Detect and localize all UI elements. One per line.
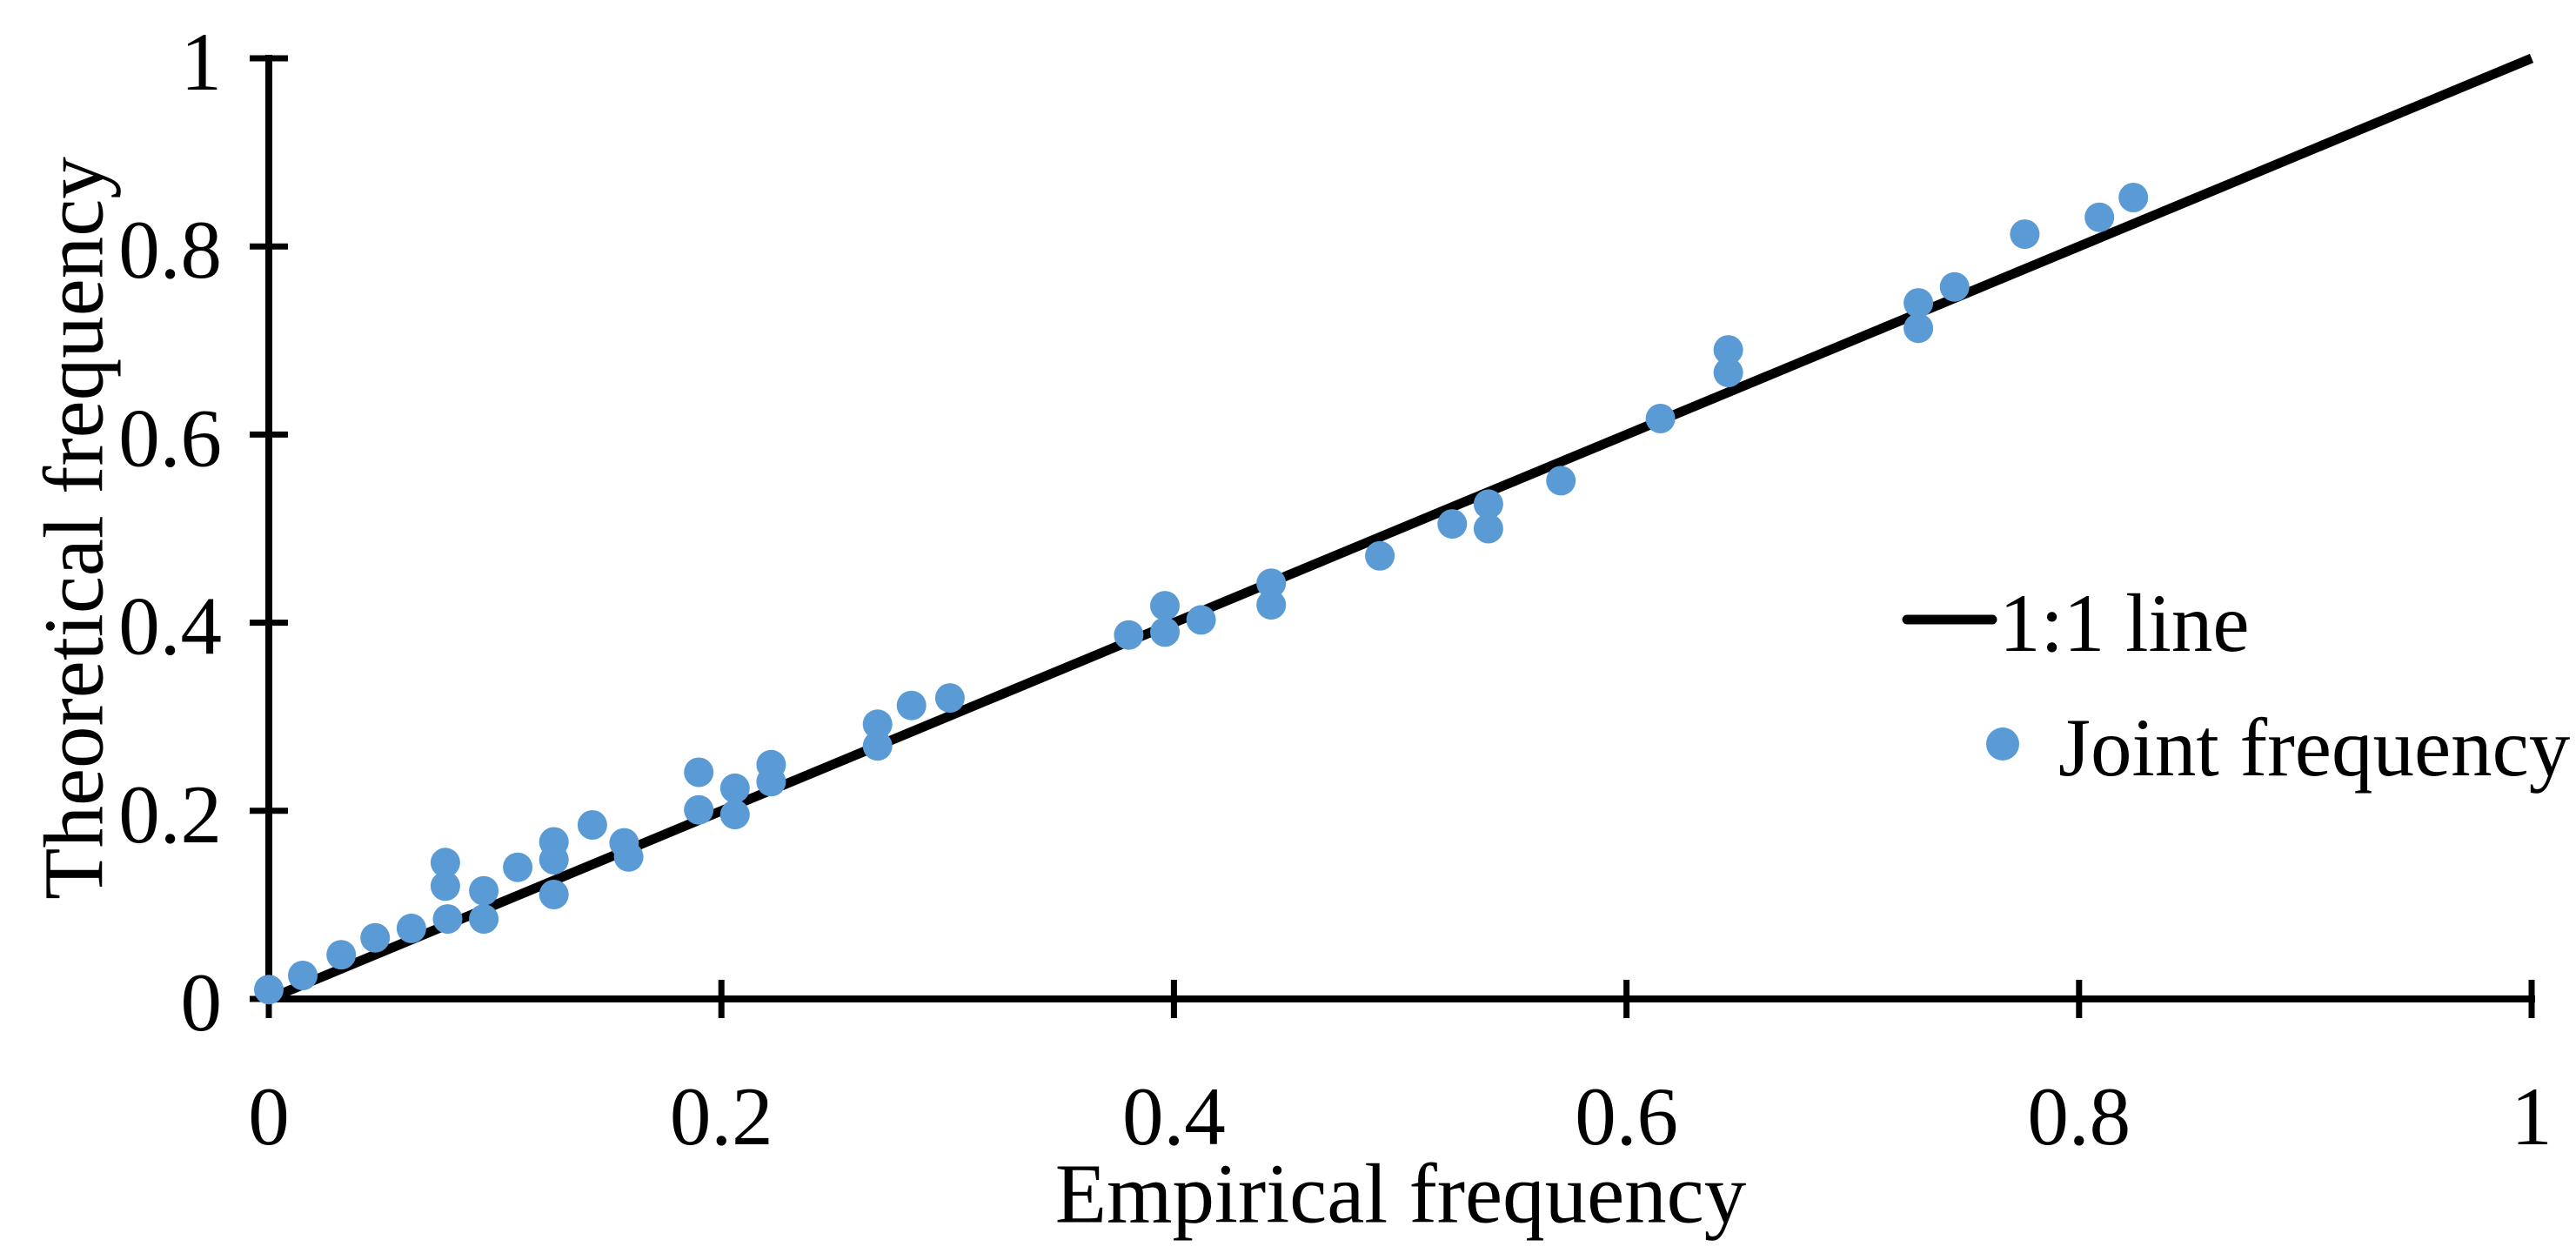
scatter-series-joint-frequency bbox=[254, 183, 2149, 1005]
x-tick-label: 0.6 bbox=[1575, 1070, 1678, 1163]
x-tick-label: 0.2 bbox=[670, 1070, 773, 1163]
x-tick-label: 1 bbox=[2511, 1070, 2553, 1163]
scatter-point[interactable] bbox=[719, 773, 750, 803]
y-tick-label: 0.8 bbox=[118, 204, 222, 296]
scatter-point[interactable] bbox=[1256, 568, 1287, 599]
scatter-point[interactable] bbox=[577, 810, 607, 840]
x-tick-label: 0.4 bbox=[1122, 1070, 1226, 1163]
scatter-point[interactable] bbox=[469, 904, 499, 935]
identity-line[interactable] bbox=[266, 53, 2534, 1004]
y-tick-label: 0.2 bbox=[118, 768, 222, 861]
scatter-point[interactable] bbox=[1546, 466, 1576, 496]
x-tick-label: 0.8 bbox=[2027, 1070, 2131, 1163]
scatter-point[interactable] bbox=[1713, 358, 1743, 388]
scatter-point[interactable] bbox=[432, 904, 463, 935]
scatter-point[interactable] bbox=[1645, 404, 1676, 433]
scatter-point[interactable] bbox=[430, 871, 460, 901]
scatter-point[interactable] bbox=[756, 767, 786, 797]
scatter-point[interactable] bbox=[1365, 540, 1395, 571]
scatter-point[interactable] bbox=[719, 800, 750, 830]
scatter-point[interactable] bbox=[1256, 590, 1287, 620]
scatter-point[interactable] bbox=[254, 975, 284, 1005]
scatter-point[interactable] bbox=[539, 845, 569, 875]
scatter-point[interactable] bbox=[2084, 202, 2115, 232]
scatter-point[interactable] bbox=[684, 757, 714, 788]
scatter-point[interactable] bbox=[613, 841, 644, 872]
legend-label-identity-line: 1:1 line bbox=[1999, 577, 2250, 669]
scatter-point[interactable] bbox=[2010, 219, 2040, 250]
scatter-point[interactable] bbox=[1437, 509, 1468, 540]
y-axis-tick-labels: 0 0.2 0.4 0.6 0.8 1 bbox=[118, 16, 222, 1049]
scatter-point[interactable] bbox=[1713, 335, 1743, 365]
x-tick-label: 0 bbox=[248, 1070, 290, 1163]
scatter-point[interactable] bbox=[360, 922, 391, 953]
y-axis-title: Theoretical frequency bbox=[28, 157, 121, 900]
scatter-point[interactable] bbox=[1150, 617, 1180, 647]
scatter-point[interactable] bbox=[539, 880, 569, 909]
legend: 1:1 line Joint frequency bbox=[1902, 577, 2571, 794]
scatter-point[interactable] bbox=[326, 940, 357, 970]
y-tick-label: 0 bbox=[181, 956, 223, 1049]
scatter-point[interactable] bbox=[1473, 489, 1503, 519]
legend-item-identity-line[interactable]: 1:1 line bbox=[1902, 577, 2250, 669]
scatter-point[interactable] bbox=[862, 709, 893, 740]
scatter-point[interactable] bbox=[469, 875, 499, 906]
scatter-point[interactable] bbox=[896, 690, 927, 720]
scatter-point[interactable] bbox=[288, 961, 318, 990]
scatter-point[interactable] bbox=[1150, 591, 1180, 621]
y-tick-label: 1 bbox=[181, 16, 223, 108]
scatter-point[interactable] bbox=[1186, 605, 1216, 635]
scatter-point[interactable] bbox=[1939, 271, 1970, 302]
scatter-point[interactable] bbox=[396, 913, 426, 943]
scatter-point[interactable] bbox=[862, 731, 893, 761]
y-tick-label: 0.4 bbox=[118, 580, 222, 673]
scatter-point[interactable] bbox=[503, 852, 533, 882]
scatter-point[interactable] bbox=[1473, 513, 1503, 544]
scatter-point[interactable] bbox=[1904, 313, 1934, 344]
scatter-point[interactable] bbox=[1904, 288, 1934, 318]
legend-dot-swatch bbox=[1986, 727, 2019, 761]
scatter-point[interactable] bbox=[2118, 183, 2149, 212]
legend-item-joint-frequency[interactable]: Joint frequency bbox=[1986, 701, 2571, 794]
scatter-point[interactable] bbox=[684, 794, 714, 825]
scatter-point[interactable] bbox=[1114, 620, 1144, 650]
x-axis-title: Empirical frequency bbox=[1055, 1148, 1747, 1241]
axes bbox=[265, 55, 2535, 1002]
y-tick-label: 0.6 bbox=[118, 392, 222, 484]
scatter-point[interactable] bbox=[430, 848, 460, 878]
scatter-point[interactable] bbox=[934, 683, 965, 714]
x-axis-tick-labels: 0 0.2 0.4 0.6 0.8 1 bbox=[248, 1070, 2553, 1163]
legend-label-joint-frequency: Joint frequency bbox=[2058, 701, 2571, 794]
